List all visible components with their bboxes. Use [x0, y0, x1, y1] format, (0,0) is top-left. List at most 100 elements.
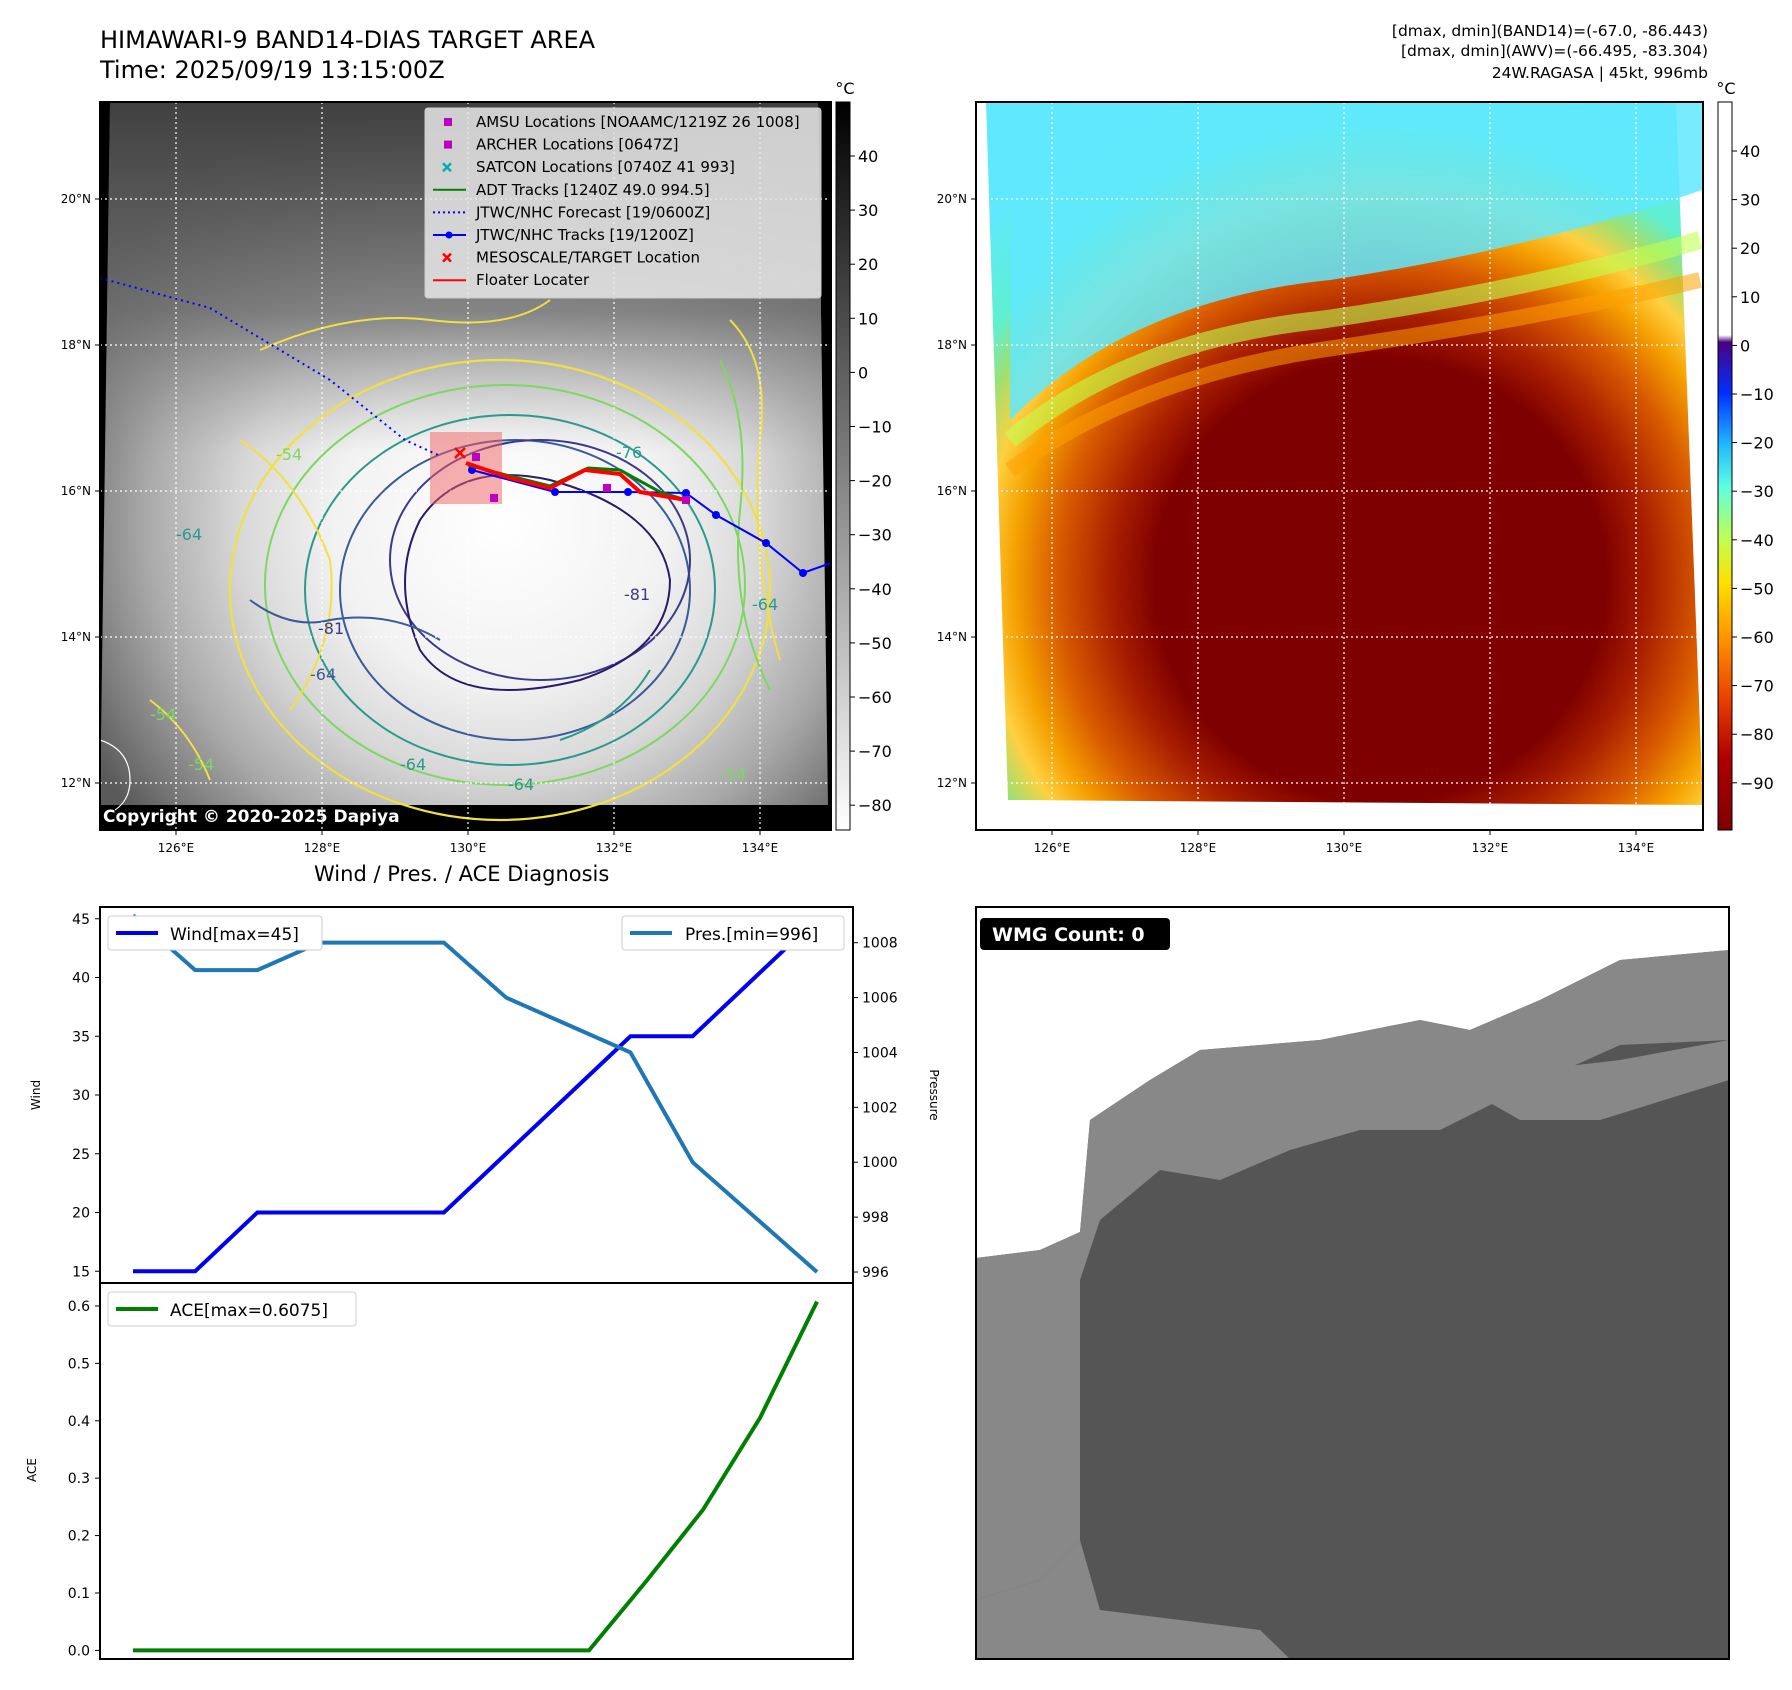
wmg-badge: [980, 918, 1170, 950]
colorbar-tick-label: −80: [1740, 725, 1774, 744]
lon-tick-label: 126°E: [158, 841, 195, 855]
colorbar-tick-label: 10: [858, 309, 878, 328]
ace-legend: ACE[max=0.6075]: [107, 1291, 357, 1327]
ace-tick-label: 0.1: [68, 1586, 90, 1602]
wind-tick-label: 20: [72, 1206, 90, 1222]
lat-tick-label: 20°N: [61, 192, 91, 206]
colorbar-tick-label: −50: [858, 634, 892, 653]
jtwc-forecast-track: [100, 277, 439, 456]
legend-entry: JTWC/NHC Tracks [19/1200Z]: [433, 226, 694, 244]
contour-label: -54: [188, 755, 214, 774]
contour-label: -64: [508, 775, 534, 794]
colorbar-tick-label: −70: [858, 742, 892, 761]
lat-tick-label: 14°N: [61, 630, 91, 644]
colorbar-tick-label: 20: [1740, 239, 1760, 258]
chart-title: HIMAWARI-9 BAND14-DIAS TARGET AREA: [100, 26, 596, 54]
coastline: [100, 739, 131, 811]
colorbar-tick-label: −10: [858, 418, 892, 437]
wind-legend: Wind[max=45]: [107, 915, 323, 951]
legend-label: JTWC/NHC Forecast [19/0600Z]: [475, 203, 710, 221]
lat-tick-label: 18°N: [937, 338, 967, 352]
contour-label: -64: [400, 755, 426, 774]
contour-label: -64: [752, 595, 778, 614]
contour-label: -64: [310, 665, 336, 684]
ace-tick-label: 0.0: [68, 1643, 90, 1659]
ace-tick-label: 0.2: [68, 1529, 90, 1545]
legend-label: MESOSCALE/TARGET Location: [476, 249, 700, 267]
legend-entry: JTWC/NHC Forecast [19/0600Z]: [433, 203, 710, 221]
ace-tick-label: 0.6: [68, 1299, 90, 1315]
jtwc-track-points: [468, 466, 807, 577]
pressure-tick-label: 998: [862, 1210, 889, 1226]
lon-tick-label: 130°E: [450, 841, 487, 855]
ace-tick-label: 0.5: [68, 1356, 90, 1372]
colorbar-tick-label: 40: [1740, 142, 1760, 161]
band14-stats: [dmax, dmin](BAND14)=(-67.0, -86.443): [1391, 22, 1708, 40]
lat-tick-label: 16°N: [937, 484, 967, 498]
legend-entry: Floater Locater: [433, 271, 590, 289]
colorbar-tick-label: −70: [1740, 677, 1774, 696]
lon-tick-label: 126°E: [1034, 841, 1071, 855]
pressure-tick-label: 1008: [862, 936, 898, 952]
contour-label: -81: [624, 585, 650, 604]
lon-tick-label: 134°E: [742, 841, 779, 855]
ace-tick-label: 0.3: [68, 1471, 90, 1487]
storm-info: 24W.RAGASA | 45kt, 996mb: [1491, 64, 1708, 82]
pressure-legend-label: Pres.[min=996]: [685, 925, 818, 945]
lon-tick-label: 128°E: [1180, 841, 1217, 855]
floater-locater: [465, 461, 687, 502]
colorbar-tick-label: −50: [1740, 579, 1774, 598]
awv-colorbar: °C 40 30 20 10 0 −10 −20 −30 −40 −50 −60 −70 −80 −90: [1716, 79, 1774, 831]
colorbar-tick-label: 20: [858, 255, 878, 274]
colorbar-tick-label: 10: [1740, 288, 1760, 307]
pressure-tick-label: 1002: [862, 1100, 898, 1116]
ace-axis-label: ACE: [25, 1458, 39, 1482]
chart-time: Time: 2025/09/19 13:15:00Z: [100, 56, 445, 84]
legend-label: ADT Tracks [1240Z 49.0 994.5]: [476, 181, 710, 199]
wind-axis-label: Wind: [29, 1080, 43, 1110]
lat-tick-label: 20°N: [937, 192, 967, 206]
lat-tick-label: 16°N: [61, 484, 91, 498]
lon-tick-label: 130°E: [1326, 841, 1363, 855]
contour-label: -54: [720, 765, 746, 784]
ace-tick-label: 0.4: [68, 1414, 90, 1430]
target-area-box: [430, 432, 502, 504]
colorbar-tick-label: 0: [1740, 336, 1750, 355]
legend-label: Floater Locater: [476, 271, 590, 289]
lat-tick-label: 12°N: [61, 776, 91, 790]
colorbar-unit: °C: [835, 79, 854, 98]
wind-tick-label: 35: [72, 1029, 90, 1045]
colorbar-tick-label: −20: [858, 472, 892, 491]
legend-entry: MESOSCALE/TARGET Location: [442, 249, 700, 267]
legend-entry: AMSU Locations [NOAAMC/1219Z 26 1008]: [444, 113, 800, 131]
lat-tick-label: 14°N: [937, 630, 967, 644]
colorbar-tick-label: 0: [858, 363, 868, 382]
colorbar-tick-label: 30: [1740, 191, 1760, 210]
copyright-label: Copyright © 2020-2025 Dapiya: [103, 807, 400, 827]
legend-entry: ADT Tracks [1240Z 49.0 994.5]: [433, 181, 710, 199]
pressure-tick-label: 1006: [862, 991, 898, 1007]
colorbar-tick-label: 40: [858, 147, 878, 166]
wind-legend-label: Wind[max=45]: [170, 925, 299, 945]
legend-label: JTWC/NHC Tracks [19/1200Z]: [475, 226, 694, 244]
ir-colorbar: °C 40 30 20 10 0 −10 −20 −30 −40 −50 −60 −70 −80: [835, 79, 892, 831]
lon-tick-label: 132°E: [1472, 841, 1509, 855]
legend-label: ARCHER Locations [0647Z]: [476, 136, 679, 154]
contour-label: -76: [616, 443, 642, 462]
amsu-markers: [472, 453, 690, 504]
diagnosis-title: Wind / Pres. / ACE Diagnosis: [314, 862, 610, 886]
pressure-series-line: [131, 913, 819, 1274]
pressure-legend: Pres.[min=996]: [621, 915, 845, 951]
wind-tick-label: 25: [72, 1147, 90, 1163]
contour-label: -54: [150, 705, 176, 724]
lon-tick-label: 132°E: [596, 841, 633, 855]
target-marker: [454, 447, 466, 459]
awv-stats: [dmax, dmin](AWV)=(-66.495, -83.304): [1401, 42, 1708, 60]
awv-map-panel: [975, 101, 1704, 831]
colorbar-tick-label: −30: [858, 526, 892, 545]
contour-label: -81: [318, 619, 344, 638]
pressure-tick-label: 1000: [862, 1155, 898, 1171]
colorbar-tick-label: −60: [858, 688, 892, 707]
lon-tick-label: 128°E: [304, 841, 341, 855]
